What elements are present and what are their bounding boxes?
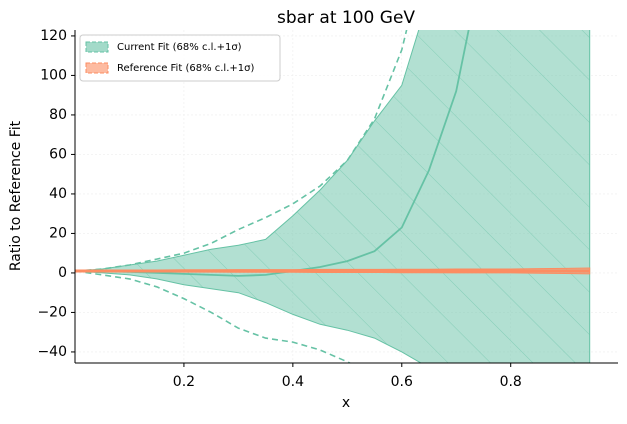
- x-tick-label: 0.4: [282, 374, 304, 390]
- y-tick-label: −40: [37, 344, 67, 360]
- x-tick-label: 0.8: [500, 374, 522, 390]
- x-tick-label: 0.6: [391, 374, 413, 390]
- ticks: −40 −20 0 20 40 60 80 100 120 0.2 0.4 0.6 0.8: [37, 28, 521, 390]
- y-tick-label: 40: [49, 186, 67, 202]
- central-line: [75, 30, 470, 277]
- y-tick-label: 60: [49, 146, 67, 162]
- dashed-line: [75, 30, 408, 272]
- y-tick-label: 80: [49, 107, 67, 123]
- y-axis-label: Ratio to Reference Fit: [8, 120, 24, 271]
- legend: Current Fit (68% c.l.+1σ) Reference Fit (…: [79, 34, 281, 82]
- x-axis-label: x: [342, 395, 350, 411]
- legend-swatch: [85, 62, 109, 74]
- y-tick-label: 0: [58, 265, 67, 281]
- y-tick-label: 120: [40, 28, 67, 44]
- plot-area: [75, 30, 591, 363]
- chart-title: sbar at 100 GeV: [277, 8, 415, 28]
- y-tick-label: −20: [37, 304, 67, 320]
- band-hatch: [75, 30, 590, 363]
- legend-box: [79, 34, 281, 82]
- y-tick-label: 20: [49, 225, 67, 241]
- legend-label: Reference Fit (68% c.l.+1σ): [117, 63, 254, 74]
- x-tick-label: 0.2: [173, 374, 195, 390]
- y-tick-label: 100: [40, 67, 67, 83]
- legend-label: Current Fit (68% c.l.+1σ): [117, 42, 242, 53]
- legend-swatch: [85, 41, 109, 53]
- dashed-line: [75, 270, 352, 363]
